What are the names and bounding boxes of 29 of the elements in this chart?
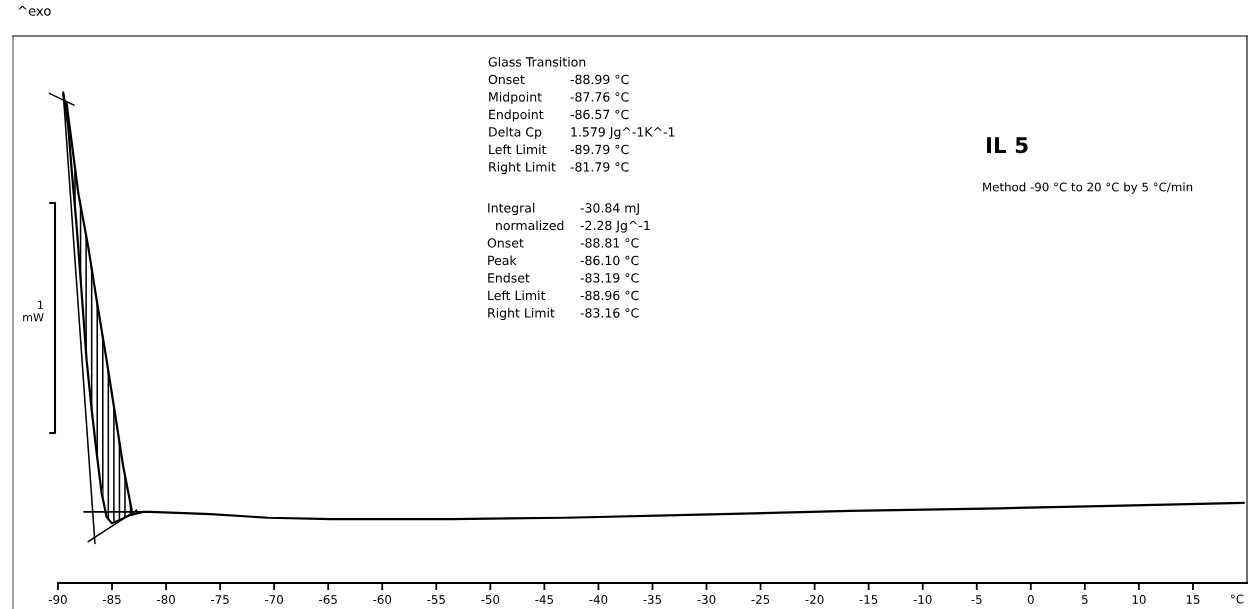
x-tick-label: -45 <box>535 595 553 604</box>
x-tick-label: -25 <box>751 595 770 604</box>
x-tick-label: -80 <box>157 595 175 604</box>
x-tick-label: -60 <box>373 595 392 604</box>
x-tick-label: -5 <box>971 595 982 604</box>
text: Integral -30.84 mJ normalized -2.28 Jg^-1 Onset -88.81 °C Peak -86.10 °C Endset -83.19 °C Left Limit -88.96 °C Right Limit -83.16 °C <box>487 202 650 321</box>
x-tick-label: 5 <box>1082 595 1088 604</box>
x-tick-label: -55 <box>427 595 445 604</box>
text: Method -90 °C to 20 °C by 5 °C/min <box>983 182 1193 194</box>
x-axis-title: °C <box>1231 594 1244 604</box>
x-tick-label: 15 <box>1186 595 1200 604</box>
x-tick-label: 0 <box>1027 595 1034 604</box>
text: IL 5 <box>986 137 1028 154</box>
text: ^exo <box>18 6 51 16</box>
text: Glass Transition Onset -88.99 °C Midpoint -87.76 °C Endpoint -86.57 °C Delta Cp 1.579 Jg^-1K^-1 Left Limit -89.79 °C Right Limit -81.79 °C <box>488 56 675 175</box>
x-tick-label: -75 <box>211 595 229 604</box>
x-tick-label: -10 <box>913 595 932 604</box>
x-tick-label: -15 <box>859 595 878 604</box>
x-tick-label: -20 <box>805 595 824 604</box>
x-tick-label: 10 <box>1132 595 1146 604</box>
annotation: 1 mW <box>23 300 44 322</box>
x-tick-label: -65 <box>319 595 337 604</box>
x-tick-label: -35 <box>643 595 662 604</box>
x-tick-label: -70 <box>265 595 284 604</box>
x-tick-label: -40 <box>589 595 608 604</box>
x-tick-label: -30 <box>697 595 716 604</box>
x-tick-label: -90 <box>48 595 67 604</box>
x-tick-label: -50 <box>481 595 500 604</box>
x-tick-label: -85 <box>102 595 121 604</box>
